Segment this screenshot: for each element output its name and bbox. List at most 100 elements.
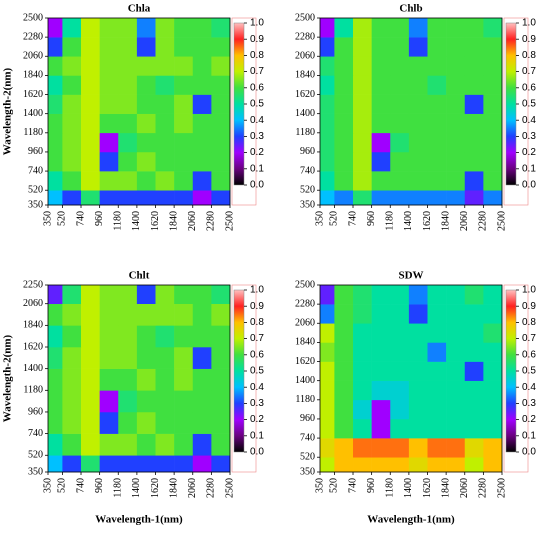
heat-cell (408, 37, 428, 57)
heat-cell (353, 285, 372, 305)
heat-cell (427, 171, 447, 191)
heat-cell (334, 37, 354, 57)
heat-cell (371, 342, 391, 362)
heat-cell (390, 190, 410, 206)
x-tick-label: 960 (94, 211, 105, 226)
colorbar-tick-label: 0.2 (522, 414, 536, 425)
heat-cell (390, 56, 410, 76)
heat-cell (48, 18, 63, 38)
heat-cell (155, 347, 175, 369)
heat-cell (118, 411, 138, 434)
x-tick-label: 1180 (385, 478, 396, 498)
heat-cell (48, 390, 63, 413)
heat-cell (464, 438, 484, 458)
heat-cell (155, 303, 175, 326)
heat-cell (427, 380, 447, 401)
x-tick-label: 960 (94, 478, 105, 493)
heat-cell (174, 151, 194, 172)
heat-cell (371, 151, 391, 172)
heat-cell (408, 342, 428, 362)
y-axis-label: Wavelength-2(nm) (2, 67, 14, 155)
y-tick-label: 520 (28, 450, 43, 461)
heat-cell (81, 75, 100, 95)
heat-cell (427, 151, 447, 172)
heat-cell (464, 304, 484, 324)
heat-cell (81, 132, 100, 153)
heat-cell (192, 433, 212, 456)
heat-cell (320, 285, 335, 305)
heat-cell (174, 368, 194, 391)
heat-cell (390, 438, 410, 458)
heat-cell (211, 325, 231, 348)
heat-cell (118, 171, 138, 191)
heat-cell (192, 390, 212, 413)
heat-cell (62, 325, 82, 348)
heat-cell (353, 171, 372, 191)
x-tick-label: 2500 (496, 478, 507, 498)
heat-cell (118, 113, 138, 134)
heat-cell (446, 171, 466, 191)
heat-cell (136, 151, 156, 172)
heat-cell (48, 151, 63, 172)
heat-cell (81, 433, 100, 456)
x-tick-label: 2060 (459, 211, 470, 231)
heat-cell (483, 94, 503, 114)
heat-cell (446, 323, 466, 343)
heat-cell (353, 457, 372, 473)
heat-cell (334, 56, 354, 76)
colorbar-tick-label: 0.5 (250, 99, 264, 110)
heat-cell (192, 303, 212, 326)
heat-cell (174, 171, 194, 191)
heat-cell (81, 171, 100, 191)
heat-cell (427, 132, 447, 153)
heat-cell (446, 304, 466, 324)
colorbar-tick-label: 0.3 (522, 131, 536, 142)
heat-cell (174, 303, 194, 326)
heat-cell (408, 94, 428, 114)
heat-cell (446, 399, 466, 420)
heat-cell (334, 304, 354, 324)
x-tick-label: 520 (329, 211, 340, 226)
y-tick-label: 350 (28, 466, 43, 477)
heat-cell (211, 347, 231, 369)
y-tick-label: 740 (28, 428, 43, 439)
heat-cell (446, 380, 466, 401)
chart-title: Chlb (399, 3, 422, 15)
heat-cell (371, 132, 391, 153)
colorbar-tick-label: 0.6 (250, 349, 264, 360)
heat-cell (99, 285, 119, 304)
heat-cell (353, 75, 372, 95)
heat-cell (136, 94, 156, 114)
heat-cell (446, 190, 466, 206)
y-tick-label: 1840 (23, 320, 43, 331)
heat-cell (483, 457, 503, 473)
heat-cell (155, 94, 175, 114)
heat-cell (334, 418, 354, 439)
x-tick-label: 2280 (478, 211, 489, 231)
heat-cell (334, 94, 354, 114)
heat-cell (211, 433, 231, 456)
heat-cell (408, 113, 428, 134)
heat-cell (118, 75, 138, 95)
colorbar-tick-label: 0.8 (250, 50, 264, 61)
heat-cell (211, 37, 231, 57)
x-tick-label: 2500 (224, 211, 235, 231)
x-tick-label: 1620 (150, 211, 161, 231)
colorbar-tick-label: 0.4 (250, 115, 264, 126)
heat-cell (334, 380, 354, 401)
colorbar-tick-label: 1.0 (522, 285, 536, 296)
heat-cell (211, 455, 231, 473)
heat-cell (211, 285, 231, 304)
heat-cell (483, 323, 503, 343)
colorbar-tick-label: 0.0 (522, 180, 536, 191)
heat-cell (136, 132, 156, 153)
heat-cell (390, 132, 410, 153)
heat-cell (483, 190, 503, 206)
heat-cell (155, 56, 175, 76)
heat-cell (81, 94, 100, 114)
heat-cell (136, 433, 156, 456)
heat-cell (155, 455, 175, 473)
y-tick-label: 2060 (295, 318, 315, 329)
heat-cell (334, 342, 354, 362)
heat-cell (427, 18, 447, 38)
